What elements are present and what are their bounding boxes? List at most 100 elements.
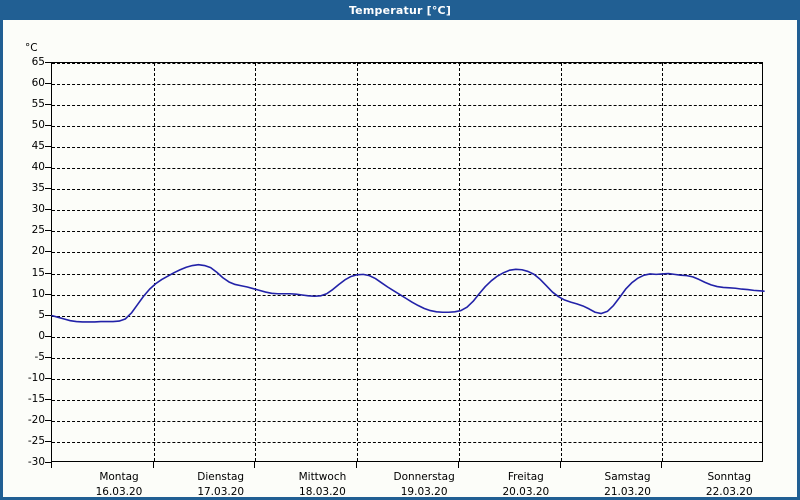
y-axis-tick-mark [45, 125, 51, 127]
y-axis-tick-mark [45, 104, 51, 106]
y-axis-tick-mark [45, 335, 51, 337]
gridline-horizontal [52, 210, 762, 212]
gridline-horizontal [52, 126, 762, 128]
gridline-horizontal [52, 63, 762, 64]
y-axis-tick-mark [45, 440, 51, 442]
window-title-bar: Temperatur [°C] [3, 0, 797, 20]
y-axis-tick-label: 0 [38, 329, 45, 342]
gridline-vertical [458, 63, 460, 461]
gridline-vertical [255, 63, 257, 461]
x-axis-day-label: Sonntag 22.03.20 [669, 470, 789, 498]
gridline-horizontal [52, 189, 762, 191]
y-axis-tick-mark [45, 419, 51, 421]
x-axis-weekday: Sonntag [707, 471, 752, 483]
y-axis-tick-mark [45, 314, 51, 316]
x-axis-tick-mark [51, 462, 52, 468]
x-axis-date: 16.03.20 [95, 486, 143, 498]
y-axis-tick-mark [45, 83, 51, 85]
temperature-series [51, 263, 765, 323]
gridline-horizontal [52, 84, 762, 86]
gridline-horizontal [52, 294, 762, 296]
y-axis-tick-label: -15 [27, 392, 45, 405]
x-axis-tick-mark [152, 462, 154, 468]
gridline-horizontal [52, 147, 762, 149]
x-axis-tick-mark [457, 462, 459, 468]
temperature-line [51, 263, 765, 323]
gridline-horizontal [52, 315, 762, 317]
y-axis-tick-label: 20 [31, 245, 45, 258]
gridline-horizontal [52, 399, 762, 401]
y-axis-tick-mark [45, 398, 51, 400]
gridline-vertical [560, 63, 562, 461]
y-axis-tick-label: 15 [31, 266, 45, 279]
gridline-vertical [662, 63, 664, 461]
gridline-horizontal [52, 441, 762, 443]
x-axis-weekday: Donnerstag [393, 471, 455, 483]
y-axis-tick-mark [45, 62, 51, 63]
gridline-horizontal [52, 105, 762, 107]
x-axis-weekday: Freitag [507, 471, 544, 483]
y-axis-unit-label: °C [25, 42, 38, 54]
y-axis-tick-mark [45, 272, 51, 274]
gridline-horizontal [52, 273, 762, 275]
y-axis-tick-label: 40 [31, 161, 45, 174]
x-axis-date: 20.03.20 [502, 486, 550, 498]
x-axis-day-label: Dienstag 17.03.20 [161, 470, 281, 498]
x-axis-day-label: Montag 16.03.20 [59, 470, 179, 498]
x-axis-date: 17.03.20 [197, 486, 245, 498]
x-axis-date: 19.03.20 [400, 486, 448, 498]
gridline-horizontal [52, 231, 762, 233]
chart-area: °C 65 60 55 50 45 40 35 30 25 20 15 10 5 0 -5 -10 -15 -20… [3, 20, 797, 497]
y-axis-tick-label: -20 [27, 413, 45, 426]
y-axis-tick-label: 5 [38, 308, 45, 321]
x-axis-tick-mark [356, 462, 358, 468]
y-axis-tick-label: 50 [31, 119, 45, 132]
x-axis-day-label: Samstag 21.03.20 [568, 470, 688, 498]
y-axis-tick-mark [45, 188, 51, 190]
y-axis-tick-mark [45, 167, 51, 169]
y-axis-tick-label: 35 [31, 182, 45, 195]
plot-area [51, 62, 765, 462]
y-axis-tick-label: 30 [31, 203, 45, 216]
y-axis-tick-label: -10 [27, 371, 45, 384]
x-axis-date: 21.03.20 [604, 486, 651, 498]
gridline-horizontal [52, 252, 762, 254]
x-axis-day-label: Donnerstag 19.03.20 [364, 470, 484, 498]
y-axis-tick-mark [45, 377, 51, 379]
gridline-horizontal [52, 420, 762, 422]
x-axis-tick-mark [254, 462, 256, 468]
page-title: Temperatur [°C] [348, 3, 452, 17]
gridline-vertical [357, 63, 359, 461]
gridline-horizontal [52, 168, 762, 170]
x-axis-weekday: Dienstag [197, 471, 245, 483]
y-axis-tick-mark [45, 356, 51, 358]
x-axis-day-label: Mittwoch 18.03.20 [262, 470, 382, 498]
y-axis-tick-mark [45, 293, 51, 295]
x-axis-weekday: Mittwoch [298, 471, 347, 483]
gridline-vertical [153, 63, 155, 461]
y-axis-tick-label: 60 [31, 77, 45, 90]
y-axis-tick-label: 65 [31, 56, 45, 68]
y-axis-tick-label: -5 [34, 350, 45, 363]
x-axis-tick-mark [661, 462, 663, 468]
y-axis-tick-label: 55 [31, 98, 45, 111]
x-axis-weekday: Montag [99, 471, 139, 483]
gridline-horizontal [52, 378, 762, 380]
y-axis-tick-label: 45 [31, 140, 45, 153]
y-axis-tick-label: 25 [31, 224, 45, 237]
y-axis-tick-mark [45, 251, 51, 253]
x-axis-tick-mark [559, 462, 561, 468]
y-axis-tick-label: -30 [27, 456, 45, 468]
gridline-horizontal [52, 357, 762, 359]
gridline-horizontal [52, 336, 762, 338]
x-axis-date: 18.03.20 [299, 486, 346, 498]
y-axis-tick-mark [45, 462, 51, 463]
y-axis-tick-mark [45, 230, 51, 232]
x-axis-weekday: Samstag [604, 471, 651, 483]
y-axis-tick-label: -25 [27, 434, 45, 447]
y-axis-tick-mark [45, 209, 51, 211]
x-axis-day-label: Freitag 20.03.20 [466, 470, 586, 498]
y-axis-tick-mark [45, 146, 51, 148]
x-axis-date: 22.03.20 [705, 486, 753, 498]
